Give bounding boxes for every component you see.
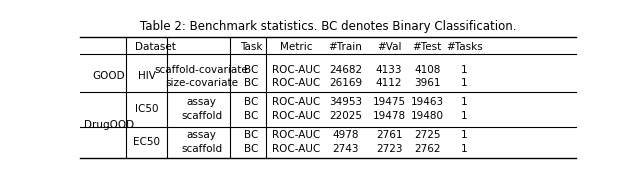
Text: GOOD: GOOD	[92, 71, 125, 81]
Text: 2761: 2761	[376, 130, 403, 140]
Text: 24682: 24682	[329, 64, 362, 75]
Text: 1: 1	[461, 111, 468, 121]
Text: #Test: #Test	[413, 42, 442, 52]
Text: Metric: Metric	[280, 42, 312, 52]
Text: 1: 1	[461, 78, 468, 88]
Text: Dataset: Dataset	[134, 42, 175, 52]
Text: BC: BC	[244, 78, 259, 88]
Text: 19463: 19463	[411, 97, 444, 107]
Text: #Train: #Train	[328, 42, 362, 52]
Text: assay: assay	[187, 130, 216, 140]
Text: #Val: #Val	[377, 42, 401, 52]
Text: 3961: 3961	[414, 78, 440, 88]
Text: 4978: 4978	[332, 130, 358, 140]
Text: ROC-AUC: ROC-AUC	[271, 130, 320, 140]
Text: 4108: 4108	[414, 64, 440, 75]
Text: 2762: 2762	[414, 143, 440, 154]
Text: 1: 1	[461, 64, 468, 75]
Text: 19475: 19475	[372, 97, 406, 107]
Text: HIV: HIV	[138, 71, 156, 81]
Text: 2723: 2723	[376, 143, 403, 154]
Text: BC: BC	[244, 130, 259, 140]
Text: 2743: 2743	[332, 143, 358, 154]
Text: DrugOOD: DrugOOD	[84, 120, 134, 130]
Text: ROC-AUC: ROC-AUC	[271, 78, 320, 88]
Text: scaffold: scaffold	[181, 111, 222, 121]
Text: ROC-AUC: ROC-AUC	[271, 64, 320, 75]
Text: 4133: 4133	[376, 64, 403, 75]
Text: Task: Task	[240, 42, 262, 52]
Text: BC: BC	[244, 143, 259, 154]
Text: #Tasks: #Tasks	[446, 42, 483, 52]
Text: BC: BC	[244, 64, 259, 75]
Text: 19478: 19478	[372, 111, 406, 121]
Text: 19480: 19480	[411, 111, 444, 121]
Text: IC50: IC50	[135, 104, 159, 114]
Text: ROC-AUC: ROC-AUC	[271, 143, 320, 154]
Text: ROC-AUC: ROC-AUC	[271, 97, 320, 107]
Text: 26169: 26169	[329, 78, 362, 88]
Text: 22025: 22025	[329, 111, 362, 121]
Text: 1: 1	[461, 130, 468, 140]
Text: 4112: 4112	[376, 78, 403, 88]
Text: 2725: 2725	[414, 130, 440, 140]
Text: scaffold-covariate: scaffold-covariate	[155, 64, 248, 75]
Text: size-covariate: size-covariate	[165, 78, 238, 88]
Text: 34953: 34953	[329, 97, 362, 107]
Text: BC: BC	[244, 111, 259, 121]
Text: 1: 1	[461, 143, 468, 154]
Text: Table 2: Benchmark statistics. BC denotes Binary Classification.: Table 2: Benchmark statistics. BC denote…	[140, 20, 516, 33]
Text: assay: assay	[187, 97, 216, 107]
Text: BC: BC	[244, 97, 259, 107]
Text: EC50: EC50	[134, 137, 161, 147]
Text: scaffold: scaffold	[181, 143, 222, 154]
Text: 1: 1	[461, 97, 468, 107]
Text: ROC-AUC: ROC-AUC	[271, 111, 320, 121]
